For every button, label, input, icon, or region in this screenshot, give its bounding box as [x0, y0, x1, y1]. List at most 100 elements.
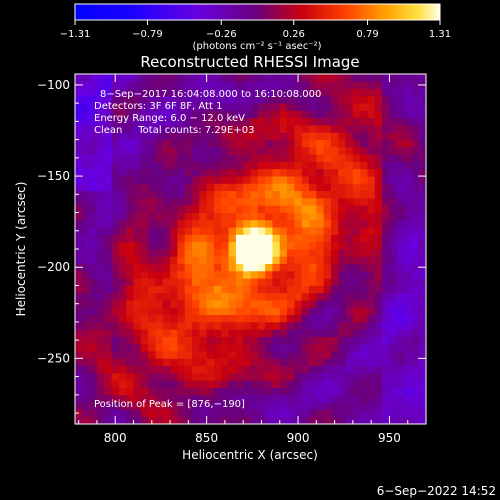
heatmap-cell: [338, 154, 346, 162]
heatmap-cell: [352, 307, 361, 316]
heatmap-cell: [89, 241, 98, 250]
heatmap-cell: [330, 278, 339, 286]
heatmap-cell: [199, 292, 208, 301]
heatmap-cell: [279, 110, 288, 119]
heatmap-cell: [184, 387, 193, 396]
heatmap-cell: [272, 205, 281, 213]
heatmap-cell: [206, 314, 215, 323]
heatmap-cell: [228, 321, 237, 330]
heatmap-cell: [411, 387, 420, 396]
heatmap-cell: [301, 139, 310, 148]
heatmap-cell: [118, 168, 127, 177]
heatmap-cell: [82, 249, 91, 257]
heatmap-cell: [177, 197, 186, 206]
heatmap-cell: [265, 183, 273, 192]
heatmap-cell: [111, 285, 120, 294]
heatmap-cell: [323, 256, 332, 264]
heatmap-cell: [221, 292, 229, 301]
heatmap-cell: [243, 402, 251, 410]
heatmap-cell: [352, 256, 361, 264]
heatmap-cell: [323, 176, 332, 184]
heatmap-cell: [75, 365, 83, 374]
heatmap-cell: [279, 241, 288, 250]
heatmap-cell: [133, 343, 142, 352]
heatmap-cell: [96, 321, 105, 330]
heatmap-cell: [418, 139, 426, 148]
heatmap-cell: [257, 139, 266, 148]
heatmap-cell: [257, 372, 266, 381]
heatmap-cell: [206, 146, 215, 155]
heatmap-cell: [257, 146, 266, 155]
heatmap-cell: [118, 176, 127, 184]
heatmap-cell: [221, 190, 229, 199]
heatmap-cell: [374, 146, 383, 155]
heatmap-cell: [126, 132, 134, 141]
heatmap-cell: [199, 307, 208, 316]
heatmap-cell: [382, 394, 390, 403]
heatmap-cell: [155, 300, 164, 308]
heatmap-cell: [418, 270, 426, 279]
heatmap-cell: [184, 365, 193, 374]
heatmap-cell: [301, 380, 310, 388]
heatmap-cell: [257, 183, 266, 192]
heatmap-cell: [104, 285, 112, 294]
heatmap-cell: [118, 351, 127, 359]
heatmap-cell: [287, 132, 295, 141]
heatmap-cell: [265, 387, 273, 396]
heatmap-cell: [418, 387, 426, 396]
y-axis-label: Heliocentric Y (arcsec): [14, 182, 28, 317]
heatmap-cell: [301, 125, 310, 133]
heatmap-cell: [257, 88, 266, 97]
heatmap-cell: [360, 307, 368, 316]
heatmap-cell: [287, 358, 295, 367]
heatmap-cell: [272, 197, 281, 206]
heatmap-cell: [199, 351, 208, 359]
heatmap-cell: [404, 321, 412, 330]
heatmap-cell: [323, 292, 332, 301]
heatmap-cell: [279, 365, 288, 374]
heatmap-cell: [374, 249, 383, 257]
heatmap-cell: [148, 256, 156, 264]
heatmap-cell: [118, 74, 127, 82]
heatmap-cell: [352, 285, 361, 294]
heatmap-cell: [213, 176, 222, 184]
heatmap-cell: [301, 146, 310, 155]
heatmap-cell: [330, 263, 339, 272]
heatmap-cell: [360, 263, 368, 272]
heatmap-cell: [192, 234, 200, 243]
heatmap-cell: [330, 241, 339, 250]
heatmap-cell: [404, 81, 412, 89]
heatmap-cell: [418, 241, 426, 250]
heatmap-cell: [338, 409, 346, 418]
heatmap-cell: [155, 270, 164, 279]
heatmap-cell: [287, 161, 295, 170]
heatmap-cell: [389, 161, 398, 170]
heatmap-cell: [75, 139, 83, 148]
heatmap-cell: [367, 336, 376, 345]
heatmap-cell: [272, 168, 281, 177]
heatmap-cell: [213, 300, 222, 308]
heatmap-cell: [184, 300, 193, 308]
heatmap-cell: [118, 146, 127, 155]
heatmap-cell: [177, 300, 186, 308]
colorbar-unit-label: (photons cm⁻² s⁻¹ asec⁻²): [192, 41, 321, 52]
heatmap-cell: [250, 372, 259, 381]
heatmap-cell: [133, 110, 142, 119]
heatmap-cell: [404, 190, 412, 199]
heatmap-cell: [360, 176, 368, 184]
heatmap-cell: [418, 249, 426, 257]
heatmap-cell: [104, 190, 112, 199]
annotation-detectors: Detectors: 3F 6F 8F, Att 1: [94, 101, 222, 112]
heatmap-cell: [404, 168, 412, 177]
heatmap-cell: [82, 146, 91, 155]
heatmap-cell: [89, 168, 98, 177]
heatmap-cell: [360, 314, 368, 323]
heatmap-cell: [330, 95, 339, 104]
heatmap-cell: [184, 314, 193, 323]
heatmap-cell: [338, 343, 346, 352]
heatmap-cell: [213, 402, 222, 410]
heatmap-cell: [411, 307, 420, 316]
heatmap-cell: [235, 103, 244, 111]
heatmap-cell: [265, 336, 273, 345]
heatmap-cell: [360, 190, 368, 199]
